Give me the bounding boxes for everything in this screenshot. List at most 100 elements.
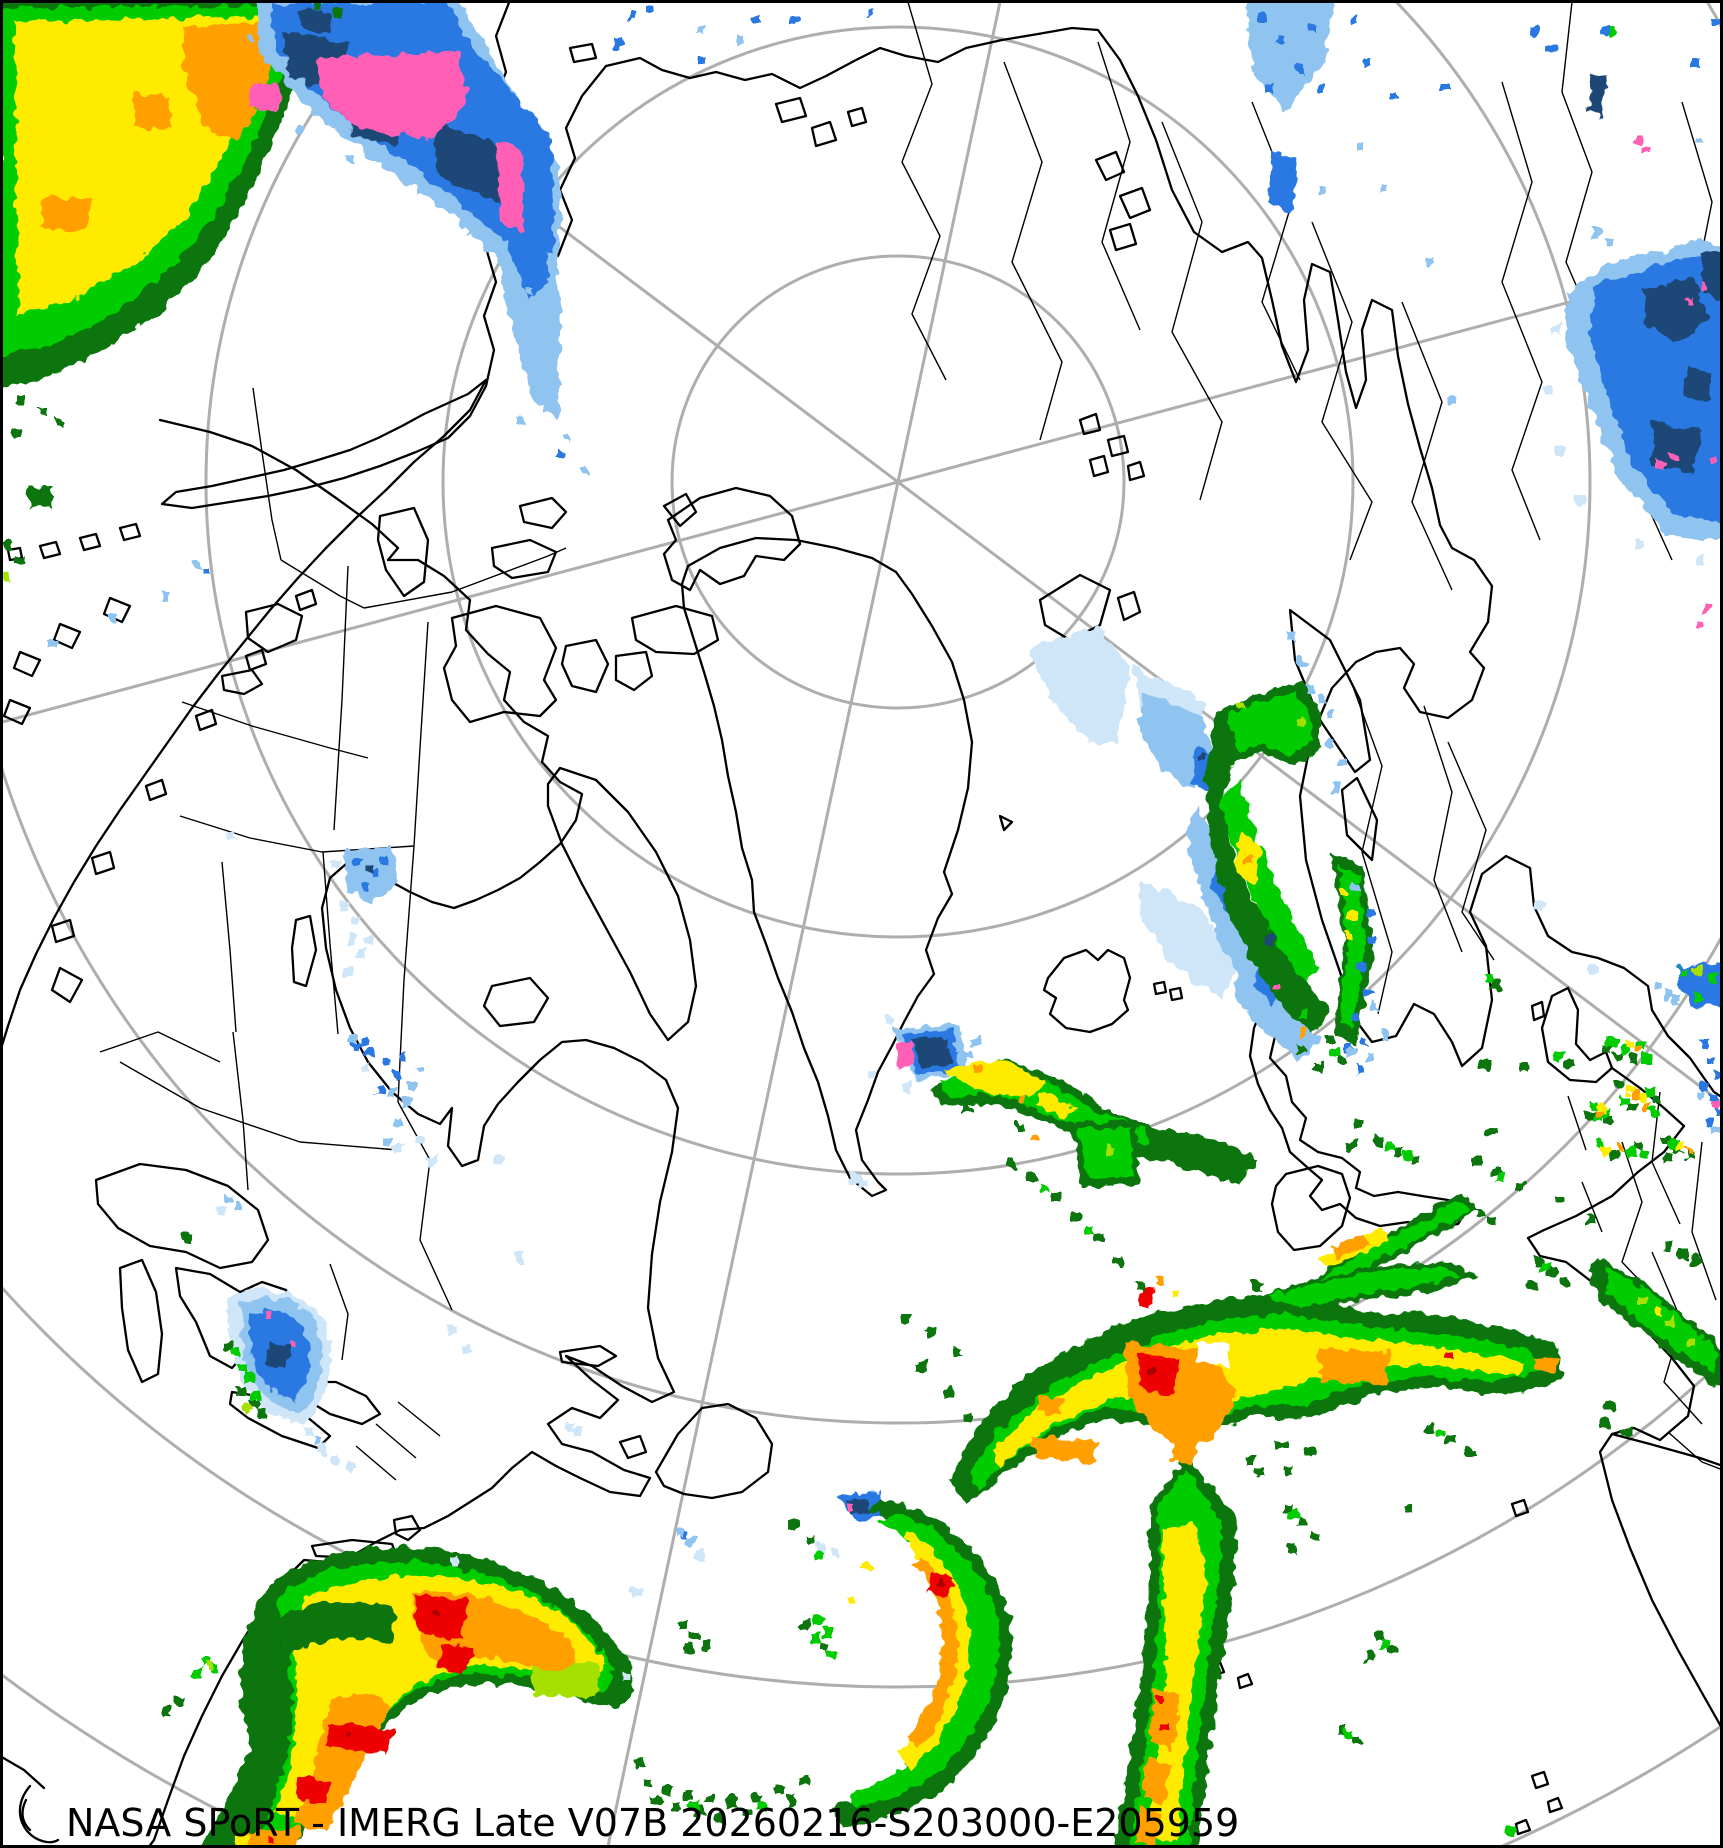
precip-speck [245, 1373, 255, 1383]
precip-speck [1672, 996, 1680, 1004]
precip-speck [1085, 1225, 1095, 1235]
graticule-latitude-circle [670, 254, 1126, 710]
precip-speck [223, 1341, 233, 1351]
precip-speck [867, 9, 875, 17]
precip-speck [515, 1253, 525, 1263]
coastline-scandinavia-europe [1298, 660, 1721, 1099]
precip-speck [1607, 1401, 1617, 1411]
precip-speck [415, 1135, 425, 1145]
precip-speck [329, 1457, 339, 1467]
precip-speck [677, 1621, 687, 1631]
coastline-new-siberian-islands [774, 96, 868, 148]
border-canada-2 [413, 621, 429, 847]
precip-speck [695, 1807, 705, 1817]
precip-speck [1555, 445, 1565, 455]
precip-speck [243, 1404, 251, 1412]
precip-speck [1609, 1151, 1619, 1161]
precip-speck [1289, 1001, 1299, 1011]
precip-speck [698, 57, 706, 65]
border-sweden-finland [1423, 705, 1463, 953]
precip-speck [1696, 136, 1704, 144]
precip-speck [231, 1347, 241, 1357]
graticule-latitude-circle [2, 1284, 1721, 1689]
precip-speck [565, 1421, 575, 1431]
precip-alaska-snow-navy-4 [298, 8, 332, 34]
precip-speck [1266, 936, 1274, 944]
precip-norwegiansea-pale-3 [1140, 880, 1238, 1000]
precip-atlantic-band-yellow [992, 1328, 1524, 1468]
coastline-ellesmere [662, 486, 802, 592]
precip-speck [1626, 1040, 1634, 1048]
precip-speck [354, 858, 362, 866]
precip-speck [175, 1695, 185, 1705]
precip-speck [1426, 256, 1434, 264]
precip-speck [206, 1662, 214, 1670]
precip-speck [1039, 1183, 1049, 1193]
precip-speck [108, 614, 116, 622]
precip-speck [1639, 1149, 1649, 1159]
precip-speck [224, 1194, 232, 1202]
precip-speck [1381, 1032, 1389, 1040]
precip-speck [1332, 784, 1340, 792]
precip-speck [343, 967, 353, 977]
precip-speck [1347, 1141, 1357, 1151]
precip-speck [192, 562, 200, 570]
coastline-melville-island [490, 538, 558, 580]
coastline-franz-josef-land [1078, 412, 1146, 482]
precip-speck [1505, 1825, 1515, 1835]
precip-speck [1296, 718, 1304, 726]
precip-speck [1295, 1043, 1305, 1053]
border-europe-2 [1691, 1141, 1717, 1301]
precip-speck [1473, 1157, 1483, 1167]
precip-speck [831, 1547, 841, 1557]
precip-speck [314, 1436, 322, 1444]
border-canada-6 [322, 851, 339, 1035]
border-europe-6 [1567, 1095, 1587, 1151]
precip-speck [1411, 1155, 1421, 1165]
precip-speck [1007, 1157, 1017, 1167]
precip-speck [1555, 1195, 1565, 1205]
coastline-anticosti [558, 1344, 618, 1368]
precip-speck [345, 1733, 351, 1739]
precip-speck [1604, 238, 1612, 246]
coastline-uk [1248, 1006, 1470, 1230]
coastline-ireland [1270, 1164, 1352, 1252]
precip-speck [1358, 962, 1366, 970]
precip-aleutian-dark-blob [28, 486, 54, 508]
precip-speck [801, 1621, 811, 1631]
precip-atlantic-band-hole [1196, 1342, 1232, 1366]
precip-speck [346, 156, 354, 164]
precip-speck [1370, 1002, 1378, 1010]
precip-speck [671, 1801, 681, 1811]
coastline-denmark [1540, 986, 1614, 1084]
border-alaska-yukon [252, 387, 282, 561]
precip-speck [775, 1785, 785, 1795]
precip-speck [1692, 58, 1700, 66]
coastline-prince-of-wales [560, 638, 610, 694]
precip-speck [351, 915, 361, 925]
precip-norwegiansea-hook-bright-1 [1226, 692, 1312, 756]
precip-speck [1373, 1631, 1383, 1641]
precip-speck [736, 36, 744, 44]
precip-speck [1135, 1281, 1145, 1291]
precip-speck [1385, 1141, 1395, 1151]
precip-pacific-rain-orange-2 [134, 94, 172, 130]
precip-speck [1366, 908, 1374, 916]
precip-speck [937, 1581, 943, 1587]
coastline-cape-cod [392, 1514, 422, 1542]
precip-speck [1296, 658, 1304, 666]
precip-speck [355, 949, 365, 959]
precip-speck [1305, 1015, 1315, 1025]
precip-speck [347, 1461, 357, 1471]
precip-speck [1638, 1296, 1646, 1304]
precip-eastcoast-bottom-yellow [236, 1834, 250, 1846]
precip-speck [1593, 1113, 1603, 1123]
precip-speck [1487, 1217, 1497, 1227]
precip-speck [394, 1118, 402, 1126]
precip-speck [1553, 1053, 1563, 1063]
precip-speck [408, 1082, 416, 1090]
precip-speck [1051, 1191, 1061, 1201]
precip-speck [1656, 460, 1664, 468]
precip-speck [376, 1086, 384, 1094]
